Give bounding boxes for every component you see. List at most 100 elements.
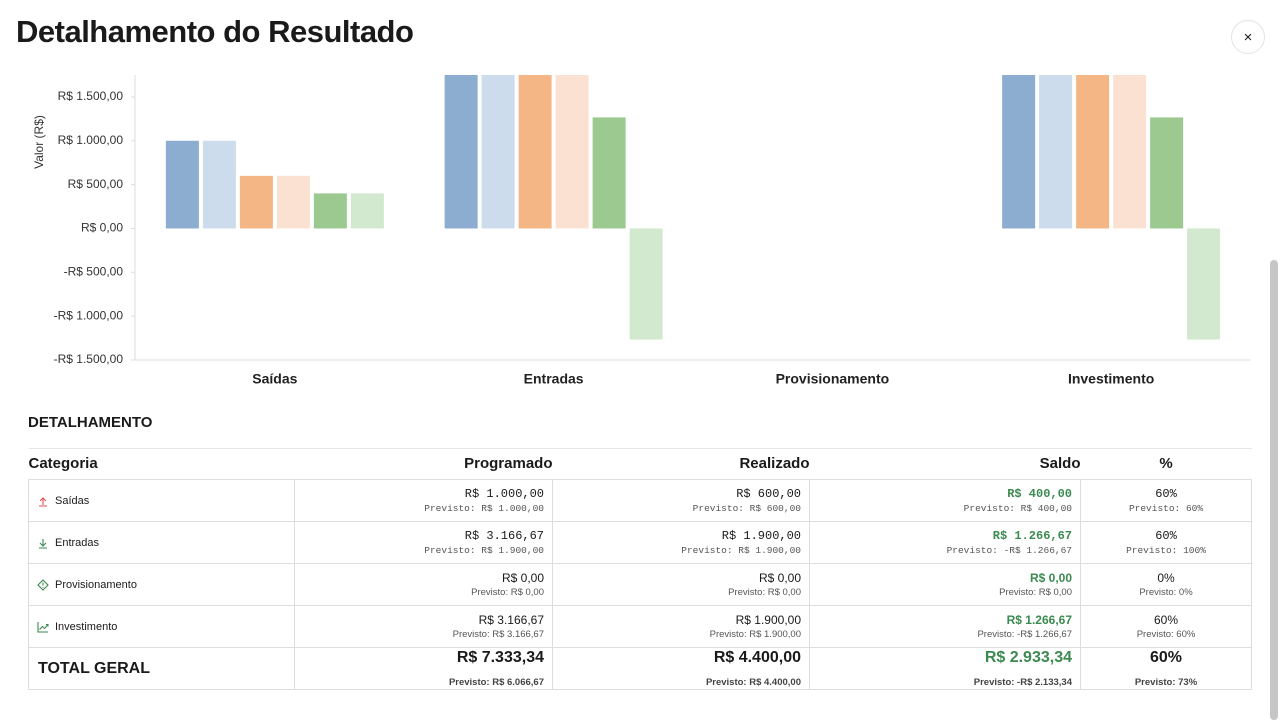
bar xyxy=(592,117,626,229)
value: 60% xyxy=(1155,487,1177,501)
category-cell: TOTAL GERAL xyxy=(28,647,295,690)
category-icon xyxy=(39,496,47,507)
y-tick-label: R$ 0,00 xyxy=(81,221,123,235)
forecast: Previsto: R$ 1.900,00 xyxy=(681,545,801,556)
forecast: Previsto: R$ 1.000,00 xyxy=(424,503,544,514)
bar xyxy=(350,193,384,229)
value: 60% xyxy=(1153,613,1179,627)
value: R$ 1.266,67 xyxy=(1006,613,1072,627)
value-cell: R$ 0,00 Previsto: R$ 0,00 xyxy=(294,563,553,606)
category-icon xyxy=(37,578,49,591)
forecast: Previsto: 100% xyxy=(1126,545,1206,556)
value: R$ 0,00 xyxy=(1029,571,1072,585)
y-tick-label: -R$ 500,00 xyxy=(64,264,124,278)
column-header: Saldo xyxy=(809,448,1081,480)
value: 60% xyxy=(1155,529,1177,543)
y-tick-label: R$ 500,00 xyxy=(68,177,124,191)
value-cell: R$ 3.166,67 Previsto: R$ 3.166,67 xyxy=(294,605,553,648)
value-cell: R$ 1.266,67 Previsto: -R$ 1.266,67 xyxy=(809,521,1081,564)
column-header: Programado xyxy=(294,448,553,480)
bar xyxy=(165,140,199,229)
category-icon xyxy=(37,621,49,633)
forecast: Previsto: -R$ 1.266,67 xyxy=(946,545,1072,556)
value: R$ 1.900,00 xyxy=(735,613,801,627)
category-name: Investimento xyxy=(55,620,118,633)
value-cell: R$ 600,00 Previsto: R$ 600,00 xyxy=(552,479,810,522)
value-cell: R$ 3.166,67 Previsto: R$ 1.900,00 xyxy=(294,521,553,564)
bar xyxy=(202,140,236,229)
value-cell: R$ 1.000,00 Previsto: R$ 1.000,00 xyxy=(294,479,553,522)
category: Investimento xyxy=(37,621,286,633)
bar xyxy=(1039,75,1073,229)
value-cell: 0% Previsto: 0% xyxy=(1080,563,1252,606)
x-tick-label: Provisionamento xyxy=(776,371,890,387)
value-cell: R$ 2.933,34 Previsto: -R$ 2.133,34 xyxy=(809,647,1081,690)
bar xyxy=(555,75,589,229)
bar xyxy=(313,193,347,229)
category-name: Entradas xyxy=(55,536,100,549)
forecast: Previsto: R$ 0,00 xyxy=(999,587,1072,598)
value-cell: R$ 1.900,00 Previsto: R$ 1.900,00 xyxy=(552,605,810,648)
close-button[interactable]: × xyxy=(1231,20,1265,54)
category-cell: Investimento xyxy=(28,605,295,648)
value: R$ 3.166,67 xyxy=(464,529,544,543)
category-icon xyxy=(39,538,47,549)
x-tick-label: Saídas xyxy=(252,371,297,387)
category-cell: Entradas xyxy=(28,521,295,564)
value-cell: R$ 0,00 Previsto: R$ 0,00 xyxy=(809,563,1081,606)
section-title: DETALHAMENTO xyxy=(28,414,153,431)
category-name: Saídas xyxy=(55,494,90,507)
x-tick-label: Entradas xyxy=(524,371,584,387)
column-header: Realizado xyxy=(552,448,810,480)
forecast: Previsto: R$ 400,00 xyxy=(963,503,1072,514)
value: R$ 7.333,34 xyxy=(456,649,544,666)
total-row: TOTAL GERAL R$ 7.333,34 Previsto: R$ 6.066… xyxy=(28,647,1252,690)
detail-table: Categoria Programado Realizado Saldo% Saída… xyxy=(28,448,1252,690)
category-name: Provisionamento xyxy=(55,578,137,591)
chart: Valor (R$) -R$ 1.500,00 -R$ 1.000,00 -R$ 5… xyxy=(32,75,1250,387)
page-title: Detalhamento do Resultado xyxy=(16,14,414,49)
value-cell: 60% Previsto: 73% xyxy=(1080,647,1252,690)
value-cell: R$ 1.266,67 Previsto: -R$ 1.266,67 xyxy=(809,605,1081,648)
value-cell: 60% Previsto: 60% xyxy=(1080,605,1252,648)
y-tick-label: R$ 1.000,00 xyxy=(58,133,124,147)
bar xyxy=(481,75,515,229)
bar xyxy=(629,228,663,340)
y-axis-label: Valor (R$) xyxy=(32,115,46,169)
value: 60% xyxy=(1149,649,1183,666)
value: R$ 1.900,00 xyxy=(721,529,801,543)
bar xyxy=(1150,117,1184,229)
table-row: Investimento R$ 3.166,67 Previsto: R$ 3.16… xyxy=(28,605,1252,648)
forecast: Previsto: R$ 1.900,00 xyxy=(424,545,544,556)
value-cell: R$ 7.333,34 Previsto: R$ 6.066,67 xyxy=(294,647,553,690)
category-cell: Saídas xyxy=(28,479,295,522)
value: R$ 1.000,00 xyxy=(464,487,544,501)
y-tick-label: -R$ 1.000,00 xyxy=(54,308,124,322)
column-header: Categoria xyxy=(28,448,295,480)
bar xyxy=(1002,75,1036,229)
value-cell: 60% Previsto: 100% xyxy=(1080,521,1252,564)
forecast: Previsto: R$ 1.900,00 xyxy=(709,629,801,640)
table-row: Saídas R$ 1.000,00 Previsto: R$ 1.000,00 R$… xyxy=(28,479,1252,522)
value: R$ 0,00 xyxy=(501,571,544,585)
category: Entradas xyxy=(37,537,286,549)
forecast: Previsto: 73% xyxy=(1134,677,1198,688)
scrollbar[interactable] xyxy=(1270,260,1278,720)
forecast: Previsto: R$ 0,00 xyxy=(471,587,544,598)
forecast: Previsto: R$ 600,00 xyxy=(692,503,801,514)
column-header: % xyxy=(1080,448,1252,480)
forecast: Previsto: 60% xyxy=(1136,629,1196,640)
value-cell: R$ 400,00 Previsto: R$ 400,00 xyxy=(809,479,1081,522)
value-cell: 60% Previsto: 60% xyxy=(1080,479,1252,522)
bar xyxy=(1113,75,1147,229)
category: Saídas xyxy=(37,495,286,507)
forecast: Previsto: -R$ 2.133,34 xyxy=(973,677,1072,688)
category: Provisionamento xyxy=(37,579,286,591)
value-cell: R$ 1.900,00 Previsto: R$ 1.900,00 xyxy=(552,521,810,564)
table-row: Provisionamento R$ 0,00 Previsto: R$ 0,00 R… xyxy=(28,563,1252,606)
value: R$ 600,00 xyxy=(736,487,801,501)
x-tick-label: Investimento xyxy=(1068,371,1154,387)
header-row: Categoria Programado Realizado Saldo% xyxy=(28,448,1252,480)
y-tick-label: R$ 1.500,00 xyxy=(58,89,124,103)
